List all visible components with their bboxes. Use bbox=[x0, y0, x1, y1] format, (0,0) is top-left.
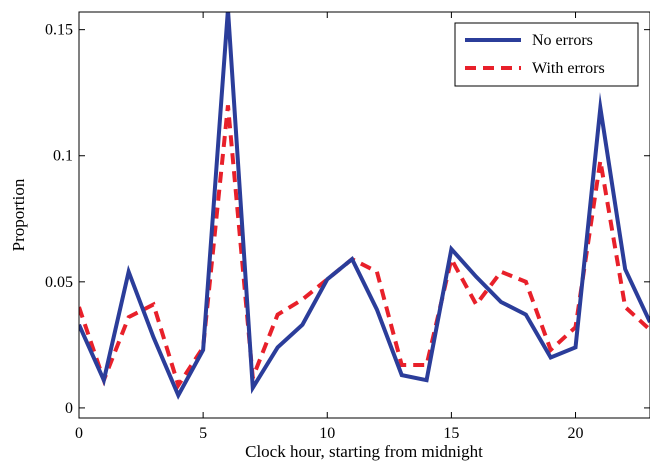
legend-label-with-errors: With errors bbox=[532, 60, 605, 77]
x-tick-label: 10 bbox=[319, 425, 335, 442]
x-tick-label: 0 bbox=[75, 425, 83, 442]
series-line-with-errors bbox=[79, 105, 650, 390]
legend-label-no-errors: No errors bbox=[532, 32, 593, 49]
series-line-no-errors bbox=[79, 12, 650, 400]
x-axis-title: Clock hour, starting from midnight bbox=[245, 442, 483, 461]
y-tick-label: 0.05 bbox=[45, 274, 73, 291]
legend: No errors With errors bbox=[454, 22, 639, 87]
plot-area-frame bbox=[78, 11, 650, 419]
y-tick-label: 0.15 bbox=[45, 22, 73, 39]
series-layer bbox=[79, 12, 650, 400]
x-tick-label: 15 bbox=[443, 425, 459, 442]
y-tick-label: 0.1 bbox=[53, 148, 73, 165]
x-tick-label: 5 bbox=[199, 425, 207, 442]
y-axis-ticks: 0 0.05 0.1 0.15 bbox=[45, 22, 650, 417]
y-tick-label: 0 bbox=[65, 400, 73, 417]
x-axis-ticks: 0 5 10 15 20 bbox=[75, 12, 584, 442]
y-axis-title: Proportion bbox=[9, 178, 28, 251]
x-tick-label: 20 bbox=[568, 425, 584, 442]
legend-box bbox=[454, 22, 639, 87]
